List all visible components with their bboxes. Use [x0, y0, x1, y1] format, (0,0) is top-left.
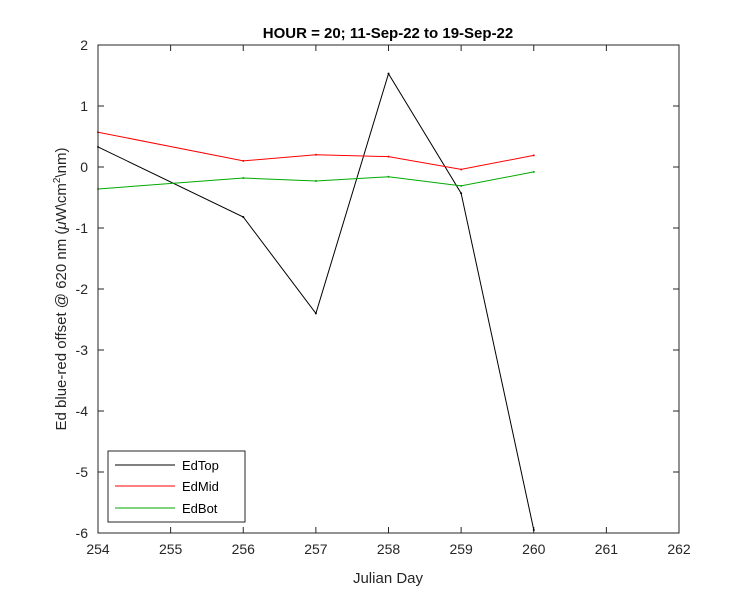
y-tick-label: -5: [76, 464, 89, 480]
data-point-edtop: [314, 312, 317, 315]
x-tick-label: 260: [522, 541, 546, 557]
legend-label-edmid: EdMid: [182, 479, 219, 494]
x-tick-label: 262: [667, 541, 691, 557]
y-tick-label: -2: [76, 281, 89, 297]
data-point-edtop: [532, 528, 535, 531]
data-point-edbot: [387, 175, 390, 178]
y-axis-title-part-1: Ed blue-red offset @ 620 nm (: [53, 230, 70, 431]
plot-frame: [97, 44, 680, 534]
series-line-edtop: [97, 72, 535, 531]
y-tick-label: -6: [76, 525, 89, 541]
y-tick-label: -4: [76, 403, 89, 419]
x-axis-title: Julian Day: [353, 570, 424, 587]
x-axis-ticks: 254 255 256 257 258 259 260 261 262: [86, 45, 691, 557]
data-point-edtop: [387, 72, 390, 75]
y-axis-title-mu: μ: [53, 221, 70, 230]
y-tick-label: 1: [80, 98, 88, 114]
data-point-edbot: [460, 184, 463, 187]
data-point-edmid: [387, 155, 390, 158]
data-point-edtop: [242, 216, 245, 219]
x-tick-label: 261: [595, 541, 619, 557]
y-axis-title-superscript: 2: [52, 177, 63, 183]
y-axis-title: Ed blue-red offset @ 620 nm (μW\cm2\nm): [52, 147, 70, 430]
y-tick-label: 2: [80, 37, 88, 53]
x-tick-label: 255: [159, 541, 183, 557]
y-axis-ticks: 2 1 0 -1 -2 -3 -4 -5 -6: [76, 37, 679, 541]
x-tick-label: 259: [449, 541, 473, 557]
data-point-edbot: [242, 176, 245, 179]
x-tick-label: 257: [304, 541, 328, 557]
y-axis-title-part-2: W\cm: [53, 183, 70, 221]
x-tick-label: 258: [377, 541, 401, 557]
data-point-edmid: [460, 168, 463, 171]
data-point-edmid: [242, 159, 245, 162]
series-lines: [97, 72, 535, 531]
series-line-edbot: [97, 171, 534, 190]
legend-label-edtop: EdTop: [182, 458, 219, 473]
x-tick-label: 254: [86, 541, 110, 557]
y-axis-title-part-3: \nm): [53, 147, 70, 177]
data-point-edmid: [314, 153, 317, 156]
data-point-edmid: [532, 154, 535, 157]
y-tick-label: -1: [76, 220, 89, 236]
series-line-edmid: [97, 131, 534, 170]
legend: EdTop EdMid EdBot: [107, 450, 246, 523]
data-point-edbot: [314, 180, 317, 183]
y-tick-label: -3: [76, 342, 89, 358]
legend-label-edbot: EdBot: [182, 501, 218, 516]
chart-title: HOUR = 20; 11-Sep-22 to 19-Sep-22: [263, 25, 514, 42]
data-point-edbot: [532, 170, 535, 173]
data-point-edtop: [460, 192, 463, 195]
y-tick-label: 0: [80, 159, 88, 175]
x-tick-label: 256: [232, 541, 256, 557]
